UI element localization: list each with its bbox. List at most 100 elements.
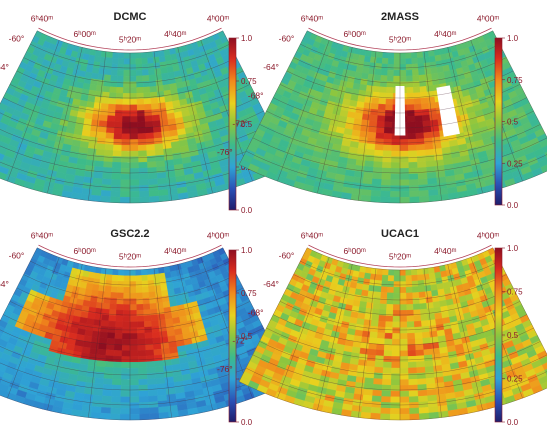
heatmap-cell <box>122 327 131 334</box>
heatmap-cell <box>121 367 131 375</box>
heatmap-cell <box>129 179 140 186</box>
heatmap-cell <box>379 297 388 305</box>
heatmap-cell <box>406 309 415 317</box>
heatmap-cell <box>104 144 114 151</box>
heatmap-cell <box>535 152 547 163</box>
heatmap-cell <box>368 120 378 128</box>
heatmap-cell <box>145 138 155 146</box>
heatmap-cell <box>121 373 131 380</box>
colorbar-tick-label: 1.0 <box>507 244 519 253</box>
heatmap-cell <box>92 177 103 185</box>
colorbar-tick-label: 1.0 <box>507 34 519 43</box>
heatmap-cell <box>114 327 123 334</box>
heatmap-cell <box>415 126 424 134</box>
heatmap-cell <box>377 103 387 111</box>
dec-tick-label: -68° <box>248 307 264 317</box>
heatmap-cell <box>388 269 395 276</box>
heatmap-cell <box>393 286 401 294</box>
heatmap-cell <box>96 296 105 304</box>
heatmap-cell <box>153 273 161 281</box>
heatmap-cell <box>407 361 417 369</box>
heatmap-cell <box>382 156 392 163</box>
heatmap-cell <box>136 86 144 94</box>
heatmap-cell <box>120 162 131 169</box>
heatmap-cell <box>146 51 154 59</box>
heatmap-cell <box>389 413 401 421</box>
heatmap-cell <box>370 195 381 203</box>
heatmap-cell <box>138 161 148 169</box>
heatmap-cell <box>110 75 118 82</box>
heatmap-cell <box>115 315 124 323</box>
heatmap-cell <box>129 310 138 317</box>
heatmap-cell <box>95 154 105 162</box>
heatmap-cell <box>416 144 426 151</box>
heatmap-cell <box>399 315 408 323</box>
heatmap-cell <box>385 98 394 106</box>
heatmap-cell <box>373 291 382 299</box>
heatmap-cell <box>122 104 131 111</box>
heatmap-cell <box>105 274 113 282</box>
heatmap-cell <box>538 158 547 168</box>
heatmap-cell <box>129 121 138 129</box>
heatmap-cell <box>129 281 137 288</box>
heatmap-cell <box>144 115 153 123</box>
heatmap-cell <box>137 350 147 357</box>
heatmap-cell <box>148 184 159 192</box>
heatmap-cell <box>129 350 139 357</box>
heatmap-cell <box>105 138 115 146</box>
heatmap-cell <box>129 58 137 65</box>
heatmap-cell <box>137 338 146 346</box>
heatmap-cell <box>95 90 104 98</box>
heatmap-cell <box>421 108 430 116</box>
ra-tick-label: 5ʰ20ᵐ <box>389 35 411 45</box>
heatmap-cell <box>383 355 393 363</box>
heatmap-cell <box>399 286 407 294</box>
heatmap-cell <box>129 327 138 334</box>
heatmap-cell <box>369 114 379 122</box>
heatmap-cell <box>136 309 145 317</box>
heatmap-cell <box>370 320 379 328</box>
heatmap-cell <box>415 138 425 146</box>
heatmap-cell <box>423 273 431 281</box>
heatmap-cell <box>426 307 435 315</box>
heatmap-cell <box>146 361 156 368</box>
heatmap-cell <box>101 97 110 105</box>
heatmap-cell <box>151 320 160 328</box>
heatmap-cell <box>407 355 417 363</box>
heatmap-cell <box>156 85 165 93</box>
heatmap-cell <box>139 407 150 415</box>
heatmap-cell <box>120 185 131 192</box>
heatmap-cell <box>121 127 131 135</box>
heatmap-cell <box>362 177 373 185</box>
heatmap-cell <box>129 373 139 380</box>
heatmap-cell <box>129 87 138 94</box>
heatmap-cell <box>100 320 109 328</box>
heatmap-cell <box>391 156 401 163</box>
heatmap-cell <box>424 360 434 368</box>
heatmap-cell <box>98 126 108 134</box>
grid-dec-line <box>245 150 547 189</box>
heatmap-cell <box>425 154 435 162</box>
grid-dec-line <box>37 30 223 54</box>
heatmap-cell <box>365 148 376 157</box>
heatmap-cell <box>93 171 104 180</box>
heatmap-cell <box>109 86 118 94</box>
heatmap-cell <box>419 80 427 88</box>
heatmap-cell <box>426 171 437 180</box>
heatmap-cell <box>424 67 432 75</box>
heatmap-cell <box>391 356 401 363</box>
heatmap-cell <box>370 103 379 111</box>
heatmap-cell <box>104 285 112 293</box>
heatmap-cell <box>156 307 165 315</box>
heatmap-cell <box>373 74 382 82</box>
heatmap-cell <box>381 274 389 282</box>
heatmap-cell <box>421 103 430 111</box>
heatmap-cell <box>107 109 116 117</box>
heatmap-cell <box>138 167 149 175</box>
heatmap-cell <box>154 67 162 75</box>
dec-tick-label: -60° <box>9 251 25 261</box>
colorbar-gradient <box>494 247 503 423</box>
heatmap-cell <box>411 274 419 282</box>
heatmap-cell <box>158 319 167 327</box>
heatmap-cell <box>146 372 157 380</box>
